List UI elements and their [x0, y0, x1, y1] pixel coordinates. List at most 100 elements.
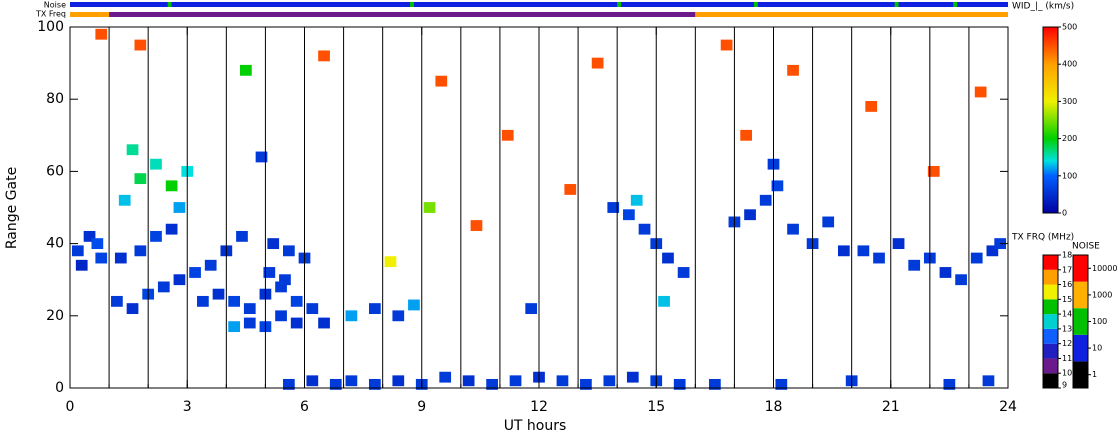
range-cell	[787, 64, 799, 76]
tx-segment	[109, 12, 696, 17]
range-cell	[75, 259, 88, 271]
range-cell	[290, 317, 303, 329]
range-cell	[603, 375, 616, 387]
x-tick-label: 3	[183, 399, 192, 415]
noise-colorbar-segment	[1073, 255, 1088, 282]
noise-segment	[617, 2, 622, 7]
y-tick-label: 100	[37, 19, 64, 35]
tx-colorbar-label: 9	[1062, 381, 1067, 390]
range-cell	[759, 194, 772, 206]
range-cell	[126, 144, 139, 156]
range-cell	[345, 375, 358, 387]
y-tick-label: 80	[46, 91, 64, 107]
range-cell	[243, 303, 256, 314]
range-cell	[212, 288, 225, 300]
range-cell	[368, 303, 381, 314]
range-cell	[709, 378, 721, 390]
range-cell	[607, 202, 620, 213]
range-cell	[197, 295, 209, 307]
tx-label: TX Freq	[35, 10, 66, 19]
tx-colorbar-segment	[1043, 343, 1058, 359]
range-cell	[623, 209, 635, 221]
x-tick-label: 6	[300, 399, 309, 415]
range-cell	[673, 378, 686, 390]
range-cell	[263, 267, 276, 278]
range-cell	[228, 295, 241, 307]
range-cell	[740, 129, 753, 141]
tx-colorbar-label: 11	[1062, 354, 1072, 363]
range-cell	[165, 180, 178, 192]
tx-colorbar-segment	[1043, 358, 1058, 374]
range-cell	[150, 230, 162, 242]
noise-segment	[167, 2, 172, 7]
range-cell	[658, 295, 670, 307]
range-cell	[525, 303, 538, 314]
tx-segment	[70, 12, 110, 17]
noise-colorbar-label: 10	[1092, 344, 1102, 353]
x-tick-label: 0	[66, 399, 75, 415]
range-cell	[837, 245, 850, 257]
x-tick-label: 15	[647, 399, 665, 415]
range-cell	[306, 375, 319, 387]
noise-segment	[70, 2, 1008, 7]
tx-colorbar-segment	[1043, 373, 1058, 388]
y-tick-label: 20	[46, 308, 64, 324]
noise-colorbar-segment	[1073, 361, 1088, 388]
tx-colorbar-label: 15	[1062, 295, 1072, 304]
y-tick-label: 60	[46, 163, 64, 179]
range-cell	[345, 310, 358, 322]
y-axis-label: Range Gate	[4, 167, 20, 249]
wid-colorbar-label: 100	[1062, 171, 1077, 180]
range-cell	[392, 310, 405, 322]
wid-colorbar-label: 200	[1062, 134, 1077, 143]
range-cell	[865, 101, 878, 112]
wid-colorbar-label: 500	[1062, 23, 1077, 32]
range-cell	[126, 303, 139, 314]
x-tick-label: 21	[882, 399, 900, 415]
tx-colorbar-label: 10	[1062, 369, 1072, 378]
noise-colorbar-label: 1	[1092, 370, 1097, 379]
range-cell	[318, 317, 330, 329]
range-cell	[908, 259, 921, 271]
x-tick-label: 12	[530, 399, 548, 415]
range-cell	[439, 371, 452, 383]
tx-colorbar-label: 18	[1062, 251, 1072, 260]
range-cell	[165, 223, 178, 235]
range-cell	[939, 267, 952, 278]
noise-segment	[953, 2, 958, 7]
range-cell	[677, 267, 690, 278]
x-tick-label: 9	[417, 399, 426, 415]
range-cell	[95, 28, 108, 40]
range-cell	[267, 238, 280, 250]
range-cell	[556, 375, 569, 387]
noise-colorbar-label: 1000	[1092, 290, 1112, 299]
x-tick-label: 24	[999, 399, 1017, 415]
wid-colorbar-label: 0	[1062, 209, 1067, 218]
range-cell	[892, 238, 905, 250]
range-cell	[787, 223, 799, 235]
range-cell	[638, 223, 651, 235]
tx-colorbar-segment	[1043, 314, 1058, 329]
range-cell	[240, 64, 252, 76]
range-cell	[83, 230, 96, 242]
range-cell	[384, 256, 397, 268]
wid-colorbar	[1042, 26, 1059, 214]
range-cell	[509, 375, 522, 387]
range-cell	[134, 245, 147, 257]
range-cell	[943, 378, 956, 390]
range-cell	[279, 274, 291, 286]
noise-colorbar-frame	[1072, 254, 1089, 389]
range-cell	[173, 202, 186, 213]
range-cell	[392, 375, 405, 387]
x-axis-label: UT hours	[504, 418, 567, 434]
range-cell	[329, 378, 342, 390]
range-cell	[306, 303, 319, 314]
tx-segment	[695, 12, 1008, 17]
range-cell	[720, 39, 733, 51]
y-tick-label: 40	[46, 236, 64, 252]
noise-colorbar-label: 10000	[1092, 264, 1117, 273]
range-cell	[236, 230, 248, 242]
tx-colorbar-label: 13	[1062, 324, 1072, 333]
range-cell	[173, 274, 186, 286]
range-cell	[189, 267, 201, 278]
